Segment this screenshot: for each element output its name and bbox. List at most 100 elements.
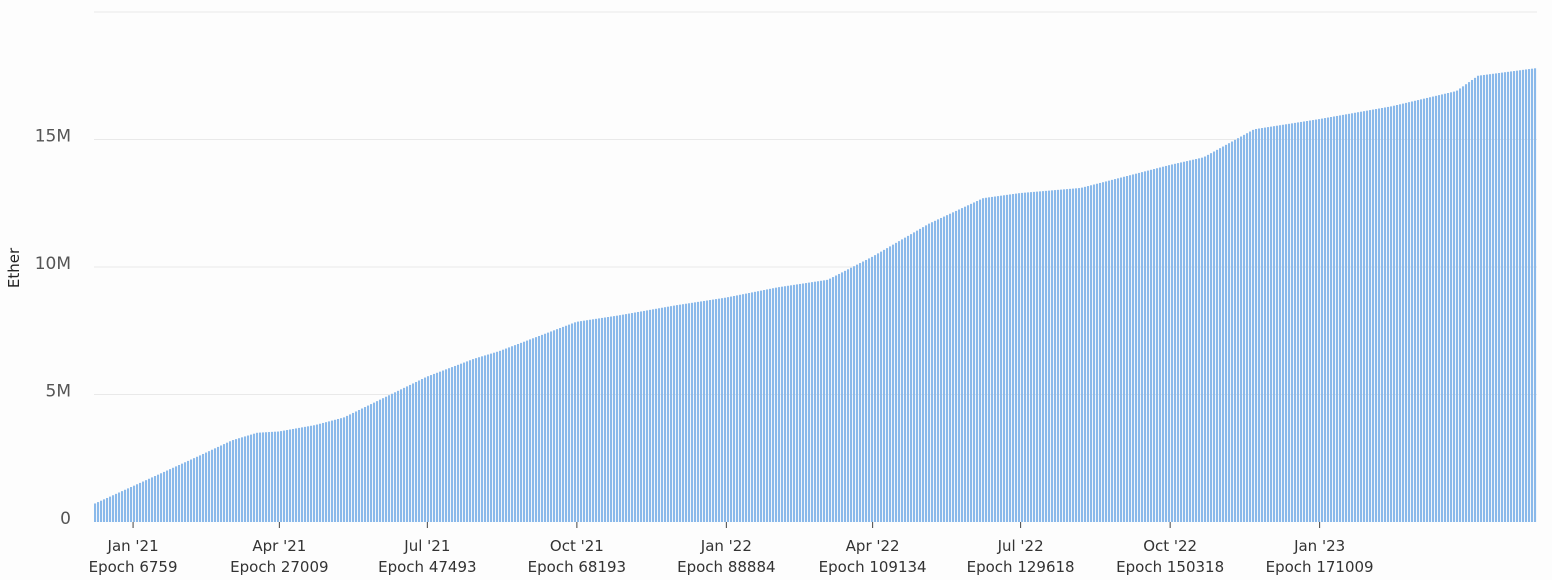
bar <box>1504 72 1507 522</box>
bar <box>1420 99 1423 523</box>
bar <box>1264 127 1267 522</box>
bar <box>1210 153 1213 523</box>
bar <box>1405 102 1408 522</box>
bar <box>265 432 268 522</box>
bar <box>502 349 505 522</box>
bar <box>136 484 139 522</box>
bar <box>130 487 133 522</box>
bar <box>646 310 649 522</box>
x-tick-month: Oct '21 <box>550 537 604 555</box>
bar <box>610 316 613 522</box>
bar <box>862 261 865 522</box>
bar <box>739 294 742 522</box>
bar <box>604 317 607 522</box>
bar <box>1048 190 1051 522</box>
y-tick-label: 10M <box>35 254 71 274</box>
bar <box>211 449 214 522</box>
bar <box>1351 113 1354 522</box>
bar <box>1345 114 1348 522</box>
bar <box>679 304 682 522</box>
bar <box>205 452 208 522</box>
bar <box>154 476 157 522</box>
bar <box>1150 169 1153 522</box>
bar <box>1459 88 1462 522</box>
bar <box>1078 188 1081 522</box>
bar <box>547 332 550 522</box>
bar <box>691 302 694 522</box>
x-tick-epoch: Epoch 68193 <box>528 558 626 576</box>
bar <box>193 458 196 522</box>
bar <box>343 417 346 522</box>
bar <box>511 346 514 522</box>
bar <box>145 480 148 522</box>
bar <box>1279 125 1282 522</box>
bar <box>814 281 817 522</box>
bar <box>1075 188 1078 522</box>
bar <box>1144 171 1147 523</box>
bar <box>1018 193 1021 522</box>
bar <box>871 256 874 522</box>
bar <box>1030 192 1033 522</box>
bar <box>397 390 400 522</box>
bar <box>1387 106 1390 523</box>
bar <box>532 338 535 522</box>
bar <box>751 292 754 522</box>
bar <box>442 370 445 522</box>
bar <box>94 503 97 522</box>
bar <box>1132 174 1135 522</box>
bar <box>1471 79 1474 522</box>
bar <box>1243 134 1246 522</box>
bar <box>526 340 529 522</box>
bar <box>415 381 418 522</box>
bar <box>1183 161 1186 522</box>
bar <box>295 428 298 522</box>
bar <box>1000 195 1003 522</box>
bar <box>580 321 583 522</box>
bar <box>418 380 421 522</box>
bar <box>550 331 553 522</box>
bar <box>127 488 130 522</box>
bar <box>799 283 802 522</box>
bar <box>1378 108 1381 523</box>
bar <box>1063 189 1066 522</box>
bar <box>448 368 451 522</box>
bar <box>817 281 820 522</box>
x-axis-ticks: Jan '21 Epoch 6759 Apr '21 Epoch 27009 Jul '… <box>89 522 1374 576</box>
bar <box>1315 119 1318 522</box>
bar <box>856 264 859 522</box>
bar <box>319 423 322 522</box>
bar <box>997 196 1000 522</box>
bar <box>1057 189 1060 523</box>
bar <box>709 300 712 522</box>
bar <box>940 217 943 523</box>
bar <box>880 251 883 522</box>
bar <box>304 426 307 522</box>
bar <box>730 296 733 522</box>
bar <box>460 363 463 522</box>
bar <box>340 418 343 522</box>
bar <box>118 492 121 522</box>
bar <box>874 255 877 522</box>
bar <box>703 300 706 522</box>
bar <box>469 360 472 522</box>
bar <box>208 451 211 522</box>
bar <box>286 430 289 522</box>
bar <box>1084 186 1087 522</box>
bar <box>625 314 628 522</box>
bar <box>700 301 703 522</box>
bar <box>298 427 301 522</box>
bar <box>829 278 832 522</box>
bar <box>1468 82 1471 522</box>
x-tick-epoch: Epoch 171009 <box>1266 558 1374 576</box>
bar <box>1135 173 1138 522</box>
bar <box>619 315 622 522</box>
bar <box>1180 162 1183 522</box>
bar <box>958 209 961 522</box>
bar <box>1033 191 1036 522</box>
bar <box>310 425 313 522</box>
bar <box>517 343 520 522</box>
bar <box>1447 93 1450 522</box>
bar <box>1294 122 1297 522</box>
bar <box>796 284 799 522</box>
